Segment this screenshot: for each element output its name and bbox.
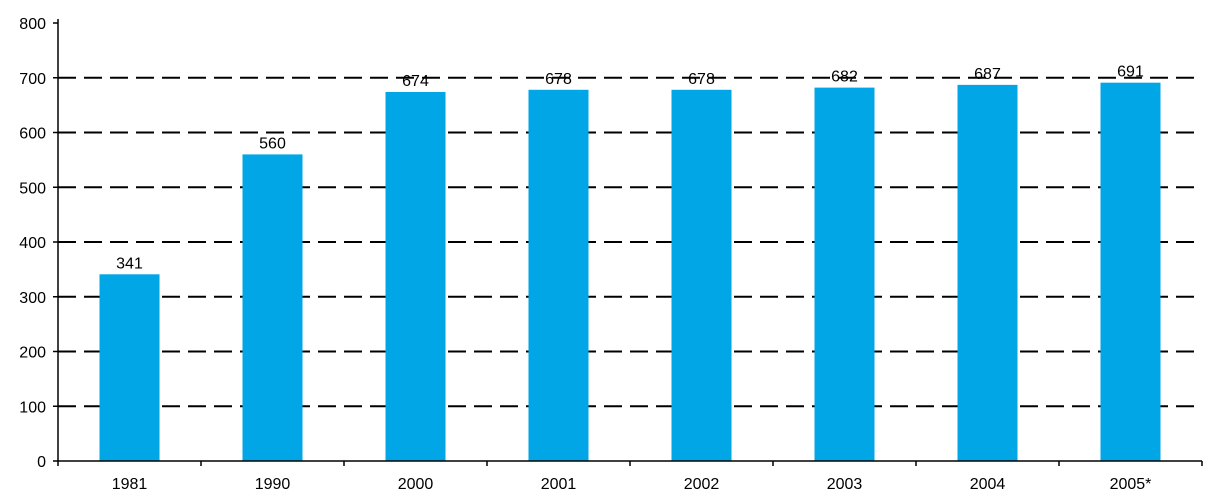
data-label-2002: 678 [688, 71, 715, 88]
bar-2002 [671, 89, 732, 462]
bars [99, 82, 1161, 462]
bar-2000 [385, 91, 446, 462]
x-tick-label-1981: 1981 [112, 476, 148, 493]
bar-2001 [528, 89, 589, 462]
y-tick-label-800: 800 [19, 16, 46, 33]
x-tick-label-2005*: 2005* [1110, 476, 1152, 493]
labels: 3411981560199067420006782001678200268220… [19, 16, 1151, 493]
data-label-2004: 687 [974, 66, 1001, 83]
gridlines [58, 76, 1202, 408]
x-tick-label-2003: 2003 [827, 476, 863, 493]
x-tick-label-2000: 2000 [398, 476, 434, 493]
x-tick-label-2001: 2001 [541, 476, 577, 493]
y-tick-label-100: 100 [19, 399, 46, 416]
y-tick-label-400: 400 [19, 235, 46, 252]
bar-2003 [814, 87, 875, 461]
y-tick-label-200: 200 [19, 345, 46, 362]
axes [53, 19, 1203, 466]
y-tick-label-700: 700 [19, 71, 46, 88]
x-tick-label-2002: 2002 [684, 476, 720, 493]
data-label-2001: 678 [545, 71, 572, 88]
y-tick-label-500: 500 [19, 180, 46, 197]
data-label-2003: 682 [831, 69, 858, 86]
y-tick-label-300: 300 [19, 290, 46, 307]
y-tick-label-0: 0 [37, 454, 46, 471]
bar-1981 [99, 274, 160, 461]
bar-2005* [1100, 82, 1161, 462]
data-label-1981: 341 [116, 255, 143, 272]
y-tick-label-600: 600 [19, 126, 46, 143]
data-label-1990: 560 [259, 135, 286, 152]
data-label-2005*: 691 [1117, 64, 1144, 81]
bar-1990 [242, 154, 303, 461]
data-label-2000: 674 [402, 73, 429, 90]
bar-2004 [957, 84, 1018, 462]
x-tick-label-2004: 2004 [970, 476, 1006, 493]
x-tick-label-1990: 1990 [255, 476, 291, 493]
